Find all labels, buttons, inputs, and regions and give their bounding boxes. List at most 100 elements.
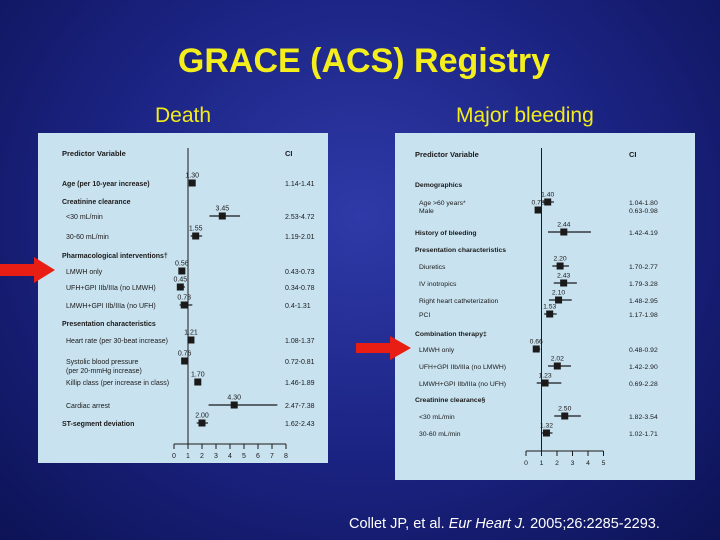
row-label: Creatinine clearance§	[415, 397, 485, 404]
slide-title: GRACE (ACS) Registry	[177, 42, 551, 80]
ci-label: 1.02-1.71	[629, 431, 658, 438]
point-estimate-marker	[542, 429, 550, 437]
point-estimate-marker	[178, 267, 186, 275]
ci-label: 0.4-1.31	[285, 303, 311, 310]
point-estimate-marker	[546, 310, 554, 318]
point-estimate-marker	[194, 378, 202, 386]
ci-label: 2.53-4.72	[285, 214, 315, 221]
estimate-label: 0.78	[531, 200, 544, 207]
row-label: <30 mL/min	[66, 214, 103, 221]
death-forest-plot-panel: Predictor Variable CI 0 1 2 3 4 5 6 7 8 Age (per 10…	[38, 133, 328, 463]
estimate-label: 2.43	[557, 273, 570, 280]
x-tick-label: 5	[602, 460, 606, 467]
row-label-continued: (per 20-mmHg increase)	[66, 368, 142, 375]
estimate-label: 1.40	[541, 192, 554, 199]
point-estimate-marker	[192, 232, 200, 240]
estimate-label: 4.30	[227, 395, 241, 402]
row-label: UFH+GPI IIb/IIIa (no LMWH)	[66, 285, 156, 292]
ci-label: 2.47-7.38	[285, 403, 315, 410]
ci-label: 0.69-2.28	[629, 381, 658, 388]
column-header-variable: Predictor Variable	[62, 149, 126, 158]
estimate-label: 0.66	[530, 339, 543, 346]
x-tick-label: 0	[524, 460, 528, 467]
ci-label: 1.19-2.01	[285, 234, 315, 241]
point-estimate-marker	[187, 336, 195, 344]
citation-journal: Eur Heart J.	[448, 516, 527, 532]
ci-label: 1.79-3.28	[629, 281, 658, 288]
point-estimate-marker	[541, 379, 549, 387]
citation-details: 2005;26:2285-2293.	[530, 516, 660, 532]
estimate-label: 2.50	[558, 406, 571, 413]
row-label: Heart rate (per 30-beat increase)	[66, 338, 168, 345]
column-header-ci: CI	[629, 150, 637, 159]
row-label: Demographics	[415, 182, 462, 189]
estimate-label: 2.10	[552, 290, 565, 297]
estimate-label: 0.76	[178, 351, 192, 358]
ci-label: 0.34-0.78	[285, 285, 315, 292]
x-tick-label: 8	[284, 453, 288, 460]
ci-label: 0.72-0.81	[285, 359, 315, 366]
ci-label: 1.04-1.80	[629, 200, 658, 207]
estimate-label: 2.20	[553, 256, 566, 263]
row-label: LMWH+GPI IIb/IIIa (no UFH)	[419, 381, 506, 388]
point-estimate-marker	[544, 198, 552, 206]
ci-label: 0.48-0.92	[629, 347, 658, 354]
row-label: Right heart catheterization	[419, 298, 499, 305]
point-estimate-marker	[553, 362, 561, 370]
row-label: LMWH only	[419, 347, 455, 354]
bleeding-forest-plot-panel: Predictor Variable CI 0 1 2 3 4 5 Demographics Ag…	[395, 133, 695, 480]
row-label: Presentation characteristics	[62, 321, 156, 328]
point-estimate-marker	[176, 283, 184, 291]
estimate-label: 2.02	[551, 356, 564, 363]
row-label: LMWH only	[66, 269, 103, 276]
arrow-death-lmwh-icon	[0, 257, 55, 283]
estimate-label: 0.45	[173, 277, 187, 284]
x-tick-label: 3	[214, 453, 218, 460]
x-tick-label: 0	[172, 453, 176, 460]
x-tick-label: 1	[540, 460, 544, 467]
row-label: Killip class (per increase in class)	[66, 380, 169, 387]
point-estimate-marker	[181, 357, 189, 365]
row-label: 30-60 mL/min	[66, 234, 109, 241]
point-estimate-marker	[230, 401, 238, 409]
x-tick-label: 2	[555, 460, 559, 467]
point-estimate-marker	[560, 279, 568, 287]
ci-label: 1.48-2.95	[629, 298, 658, 305]
row-label: PCI	[419, 312, 430, 319]
row-label: LMWH+GPI IIb/IIIa (no UFH)	[66, 303, 156, 310]
major-bleeding-subtitle: Major bleeding	[456, 104, 594, 127]
citation: Collet JP, et al. Eur Heart J. 2005;26:2…	[349, 516, 660, 532]
estimate-label: 1.32	[540, 423, 553, 430]
row-label: Presentation characteristics	[415, 247, 506, 254]
bleeding-forest-plot: Predictor Variable CI 0 1 2 3 4 5 Demographics Ag…	[415, 148, 658, 467]
death-subtitle: Death	[155, 104, 212, 127]
estimate-label: 2.44	[557, 222, 570, 229]
x-tick-label: 2	[200, 453, 204, 460]
point-estimate-marker	[560, 228, 568, 236]
row-label: Combination therapy‡	[415, 331, 487, 338]
x-tick-label: 4	[586, 460, 590, 467]
point-estimate-marker	[180, 301, 188, 309]
point-estimate-marker	[534, 206, 542, 214]
column-header-ci: CI	[285, 149, 293, 158]
x-tick-label: 6	[256, 453, 260, 460]
row-label: 30-60 mL/min	[419, 431, 461, 438]
estimate-label: 1.53	[543, 304, 556, 311]
point-estimate-marker	[198, 419, 206, 427]
row-label: IV inotropics	[419, 281, 457, 288]
ci-label: 1.42-2.90	[629, 364, 658, 371]
x-tick-label: 3	[571, 460, 575, 467]
row-label: Male	[419, 208, 434, 215]
point-estimate-marker	[561, 412, 569, 420]
ci-label: 1.82-3.54	[629, 414, 658, 421]
estimate-label: 1.70	[191, 372, 205, 379]
estimate-label: 3.45	[215, 206, 229, 213]
estimate-label: 1.30	[185, 173, 199, 180]
x-tick-label: 4	[228, 453, 232, 460]
estimate-label: 0.73	[177, 295, 191, 302]
ci-label: 0.63-0.98	[629, 208, 658, 215]
ci-label: 1.08-1.37	[285, 338, 315, 345]
column-header-variable: Predictor Variable	[415, 150, 479, 159]
row-label: Age (per 10-year increase)	[62, 181, 150, 188]
row-label: Age >60 years*	[419, 200, 466, 207]
